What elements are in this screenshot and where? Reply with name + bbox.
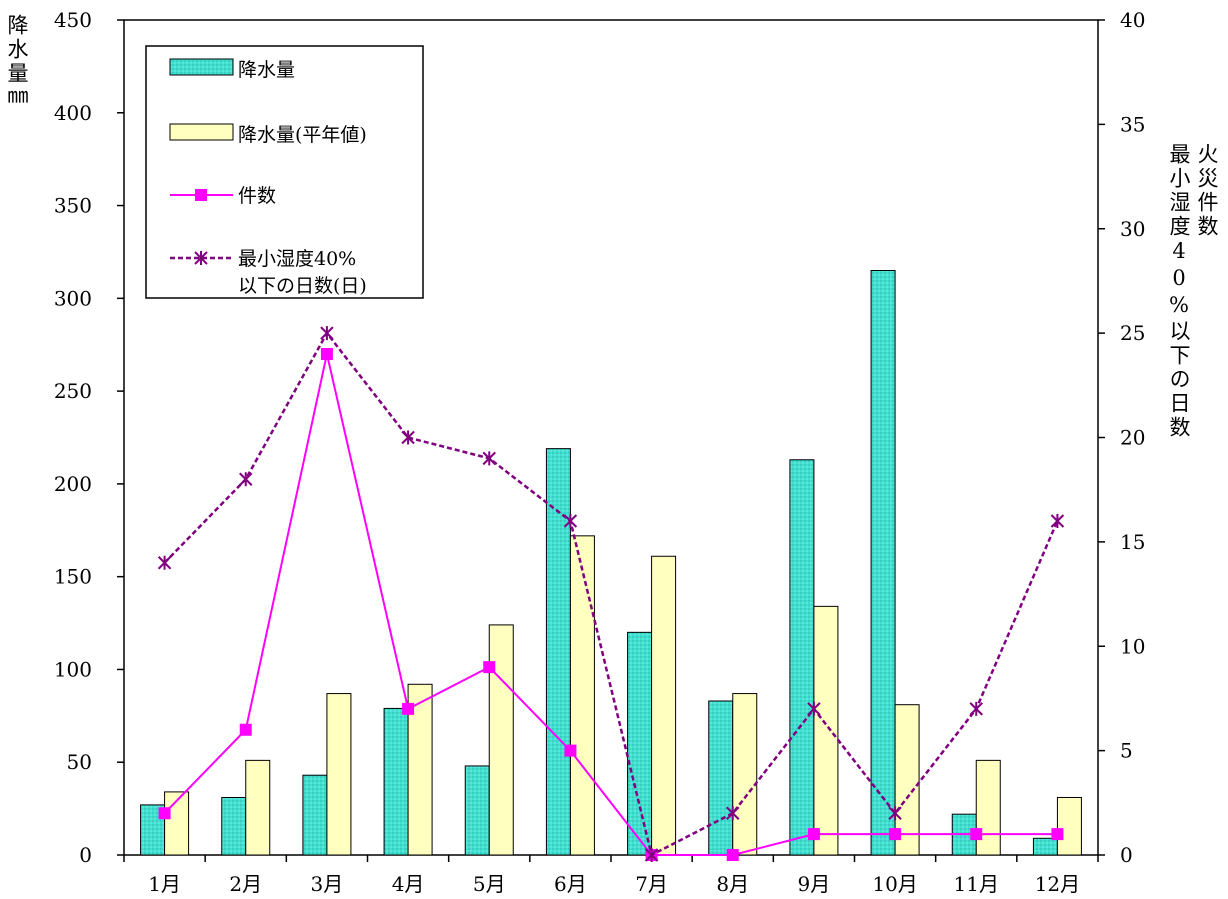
left-tick-label: 250 (54, 379, 92, 403)
left-tick-label: 300 (54, 286, 92, 310)
line-low-humidity-days (159, 326, 1064, 862)
x-tick-label: 8月 (716, 872, 749, 896)
left-tick-label: 150 (54, 565, 92, 589)
right-tick-label: 40 (1120, 8, 1145, 32)
x-tick-label: 10月 (872, 872, 917, 896)
right-tick-label: 10 (1120, 634, 1145, 658)
legend-swatch-rainfall (170, 59, 233, 75)
fire-count-point (970, 828, 982, 840)
humidity-point (1051, 514, 1063, 528)
bar-rainfall-normal (489, 625, 513, 855)
x-tick-label: 6月 (554, 872, 587, 896)
humidity-point (483, 451, 495, 465)
right-axis-label-fires: 火災件数 (1196, 143, 1217, 239)
fire-count-point (402, 703, 414, 715)
x-tick-label: 12月 (1035, 872, 1080, 896)
bar-rainfall (790, 460, 814, 855)
right-tick-label: 0 (1120, 843, 1133, 867)
legend-label-rainfall: 降水量 (238, 59, 295, 81)
fire-count-point (808, 828, 820, 840)
bar-rainfall (709, 701, 733, 855)
right-axis-label-humidity: 最小湿度40%以下の日数 (1168, 143, 1189, 440)
left-tick-label: 100 (54, 657, 92, 681)
legend-label-humidity-1: 最小湿度40% (238, 248, 356, 270)
fire-count-point (1051, 828, 1063, 840)
humidity-point (159, 556, 171, 570)
right-tick-label: 25 (1120, 321, 1145, 345)
fire-count-point (159, 807, 171, 819)
left-tick-label: 50 (67, 750, 92, 774)
right-tick-label: 15 (1120, 530, 1145, 554)
humidity-point (240, 472, 252, 486)
fire-count-point (483, 661, 495, 673)
bar-rainfall-normal (246, 760, 270, 855)
right-tick-label: 30 (1120, 217, 1145, 241)
bar-rainfall-normal (814, 606, 838, 855)
bar-rainfall (303, 775, 327, 855)
right-tick-label: 20 (1120, 426, 1145, 450)
x-tick-label: 4月 (392, 872, 425, 896)
line-fire-count (159, 348, 1064, 861)
bar-rainfall-normal (652, 556, 676, 855)
bar-rainfall-normal (1057, 797, 1081, 855)
bar-rainfall-normal (733, 694, 757, 855)
legend-label-fire-count: 件数 (238, 185, 276, 207)
left-tick-label: 200 (54, 472, 92, 496)
bars-rainfall (141, 271, 1058, 856)
x-tick-label: 5月 (473, 872, 506, 896)
bar-rainfall (628, 632, 652, 855)
x-tick-label: 1月 (148, 872, 181, 896)
bar-rainfall (465, 766, 489, 855)
fire-count-line (165, 354, 1058, 855)
legend-label-rainfall-normal: 降水量(平年値) (238, 124, 367, 146)
left-tick-label: 450 (54, 8, 92, 32)
right-tick-label: 5 (1120, 739, 1133, 763)
bar-rainfall-normal (570, 536, 594, 855)
x-tick-label: 11月 (954, 872, 999, 896)
bar-rainfall (546, 449, 570, 855)
left-axis-label: 降水量㎜ (6, 14, 27, 110)
bar-rainfall (384, 708, 408, 855)
right-tick-label: 35 (1120, 112, 1145, 136)
x-tick-label: 2月 (229, 872, 262, 896)
x-tick-label: 7月 (635, 872, 668, 896)
humidity-point (321, 326, 333, 340)
left-tick-label: 0 (79, 843, 92, 867)
humidity-line (165, 333, 1058, 855)
bar-rainfall (1033, 838, 1057, 855)
x-tick-label: 9月 (798, 872, 831, 896)
fire-count-point (889, 828, 901, 840)
x-tick-label: 3月 (311, 872, 344, 896)
fire-count-point (240, 724, 252, 736)
legend-marker-fire-count (195, 189, 207, 201)
left-tick-label: 400 (54, 101, 92, 125)
bar-rainfall-normal (327, 694, 351, 855)
legend-label-humidity-2: 以下の日数(日) (238, 275, 367, 297)
left-tick-label: 350 (54, 194, 92, 218)
humidity-point (970, 702, 982, 716)
bars-rainfall-normal (165, 536, 1082, 855)
fire-count-point (321, 348, 333, 360)
fire-count-point (727, 849, 739, 861)
legend-swatch-rainfall-normal (170, 124, 233, 140)
bar-rainfall (222, 797, 246, 855)
bar-rainfall (871, 271, 895, 856)
fire-count-point (564, 745, 576, 757)
bar-rainfall-normal (976, 760, 1000, 855)
